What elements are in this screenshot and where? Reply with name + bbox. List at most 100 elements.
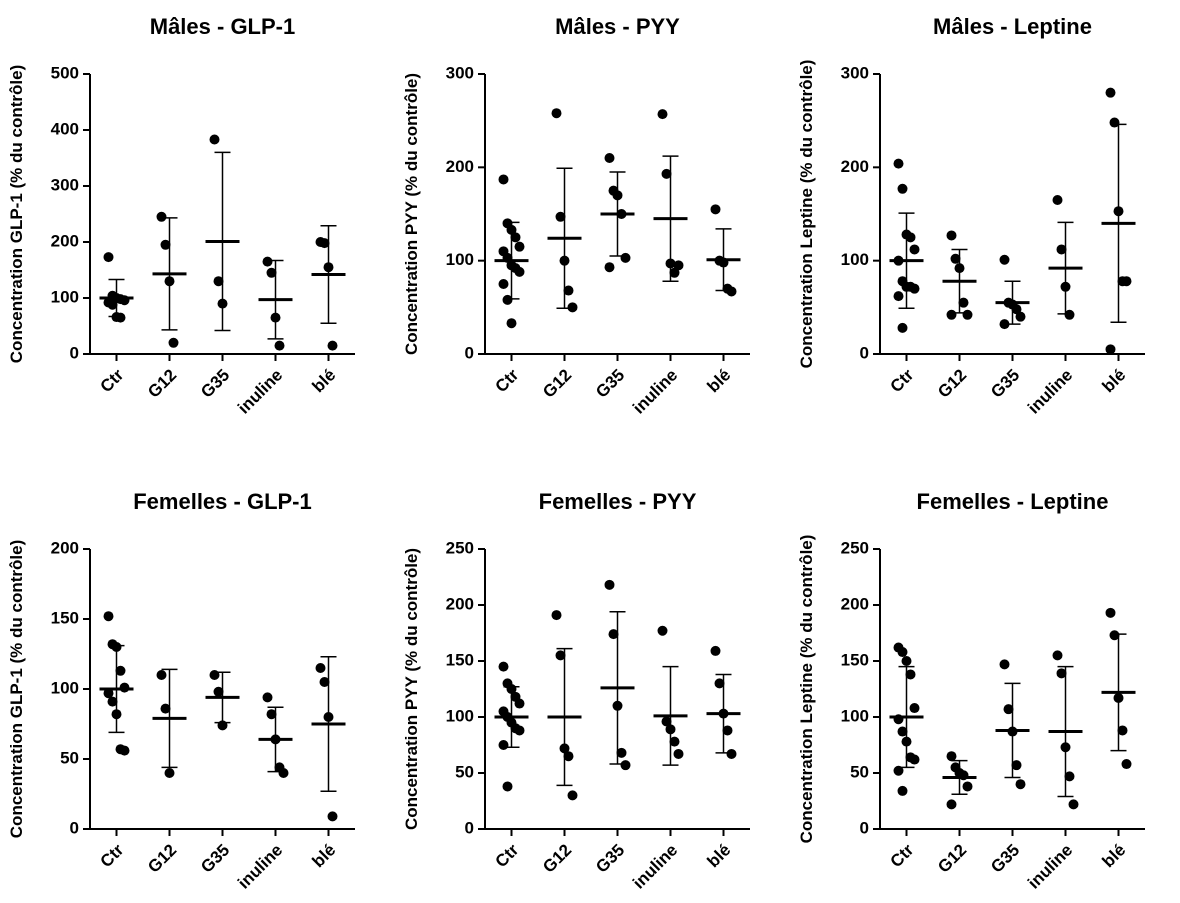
data-point (909, 754, 920, 765)
y-tick-label: 150 (446, 650, 474, 669)
data-point (901, 656, 912, 666)
y-tick-label: 0 (860, 818, 869, 837)
y-tick-label: 100 (446, 250, 474, 269)
x-tick-label: inuline (234, 840, 286, 892)
y-tick-label: 150 (841, 650, 869, 669)
chart-title: Femelles - GLP-1 (133, 489, 312, 514)
data-point (209, 670, 220, 680)
data-point (514, 698, 525, 709)
data-point (604, 153, 615, 163)
data-point (1121, 276, 1132, 287)
panel: Femelles - PYY Concentration PYY (% du co… (402, 489, 750, 893)
x-tick-label: Ctr (887, 840, 918, 871)
data-point (217, 720, 228, 731)
y-tick-label: 0 (465, 818, 474, 837)
data-point (1052, 195, 1063, 205)
data-point (665, 724, 676, 735)
data-point (274, 340, 285, 351)
y-tick-label: 100 (446, 706, 474, 725)
x-tick-label: G12 (144, 365, 180, 401)
data-point (1015, 311, 1026, 322)
data-point (262, 256, 273, 267)
x-tick-label: inuline (234, 365, 286, 417)
y-tick-label: 300 (841, 63, 869, 82)
data-point (559, 255, 570, 266)
y-axis-label: Concentration Leptine (% du contrôle) (797, 60, 816, 369)
data-point (156, 211, 167, 222)
data-point (710, 645, 721, 656)
data-point (718, 257, 729, 268)
x-tick-label: inuline (1024, 365, 1076, 417)
data-point (999, 319, 1010, 330)
chart-title: Mâles - PYY (555, 14, 680, 39)
x-tick-label: Ctr (492, 365, 523, 396)
data-point (164, 276, 175, 287)
data-point (278, 768, 289, 778)
data-point (315, 663, 326, 673)
data-point (319, 238, 330, 249)
data-point (266, 709, 277, 720)
data-point (604, 579, 615, 590)
data-point (498, 174, 509, 185)
data-point (901, 736, 912, 747)
data-point (1113, 692, 1124, 703)
y-tick-label: 0 (465, 343, 474, 362)
data-point (1068, 799, 1079, 810)
panel: Femelles - Leptine Concentration Leptine … (797, 489, 1145, 893)
x-tick-label: inuline (1024, 840, 1076, 892)
data-point (111, 709, 122, 720)
data-point (616, 209, 627, 219)
data-point (909, 244, 920, 255)
data-point (1109, 630, 1120, 641)
data-point (502, 781, 513, 792)
y-tick-label: 150 (51, 608, 79, 627)
y-tick-label: 100 (841, 706, 869, 725)
y-tick-label: 100 (51, 287, 79, 306)
y-axis-label: Concentration PYY (% du contrôle) (402, 548, 421, 830)
data-point (563, 751, 574, 762)
data-point (323, 712, 334, 722)
y-tick-label: 50 (455, 762, 474, 781)
data-point (514, 725, 525, 736)
panel: Mâles - Leptine Concentration Leptine (% … (797, 14, 1145, 418)
data-point (506, 684, 517, 694)
panel: Femelles - GLP-1 Concentration GLP-1 (% d… (7, 489, 355, 893)
data-point (551, 108, 562, 119)
x-tick-label: inuline (629, 365, 681, 417)
data-point (962, 781, 973, 792)
data-point (726, 286, 737, 297)
data-point (893, 255, 904, 266)
data-point (514, 266, 525, 277)
data-point (999, 254, 1010, 265)
data-point (958, 297, 969, 308)
x-tick-label: G12 (539, 840, 575, 876)
data-point (669, 267, 680, 278)
y-tick-label: 200 (446, 157, 474, 176)
y-tick-label: 0 (70, 343, 79, 362)
data-point (661, 716, 672, 727)
y-axis-label: Concentration Leptine (% du contrôle) (797, 535, 816, 844)
y-tick-label: 200 (841, 594, 869, 613)
data-point (657, 109, 668, 120)
x-tick-label: G12 (144, 840, 180, 876)
data-point (1121, 759, 1132, 770)
data-point (498, 740, 509, 750)
data-point (897, 647, 908, 658)
data-point (160, 703, 171, 714)
data-point (103, 688, 114, 699)
x-tick-label: Ctr (97, 365, 128, 396)
data-point (270, 734, 281, 745)
data-point (897, 726, 908, 737)
data-point (893, 291, 904, 302)
data-point (567, 790, 578, 801)
y-axis-label: Concentration GLP-1 (% du contrôle) (7, 65, 26, 363)
x-tick-label: G35 (197, 840, 233, 876)
data-point (510, 232, 521, 243)
data-point (661, 168, 672, 179)
data-point (1056, 244, 1067, 255)
data-point (893, 714, 904, 725)
data-point (213, 686, 224, 697)
data-point (669, 736, 680, 747)
data-point (563, 285, 574, 296)
chart-title: Mâles - GLP-1 (150, 14, 295, 39)
